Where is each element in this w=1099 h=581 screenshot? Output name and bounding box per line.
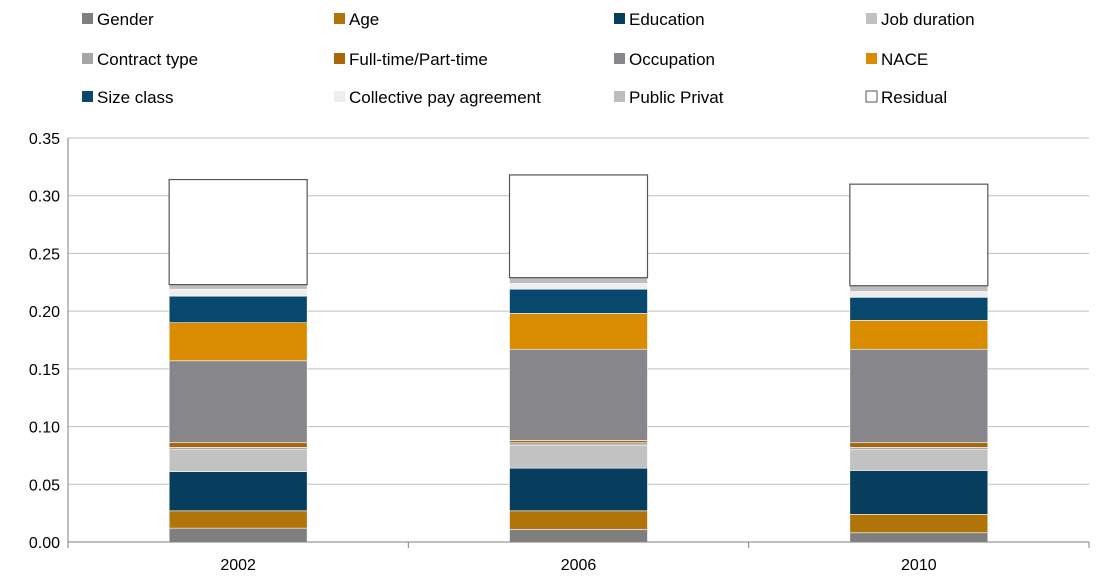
legend-label-gender: Gender	[97, 10, 154, 29]
x-tick-label: 2010	[901, 557, 937, 574]
legend-item-collective-pay-agreement: Collective pay agreement	[334, 88, 541, 107]
legend-item-contract-type: Contract type	[82, 50, 198, 69]
legend-item-residual: Residual	[865, 88, 947, 107]
y-tick-label: 0.10	[29, 420, 60, 437]
bar-segment-nace-2010	[849, 320, 989, 350]
legend-item-education: Education	[614, 10, 705, 29]
bar-segment-size-class-2010	[849, 296, 989, 321]
legend-swatch-job-duration	[866, 13, 877, 24]
x-tick-label: 2006	[561, 557, 597, 574]
bar-stack-2006	[508, 174, 649, 543]
bar-segment-full-time-part-time-2002	[168, 442, 308, 448]
legend-item-size-class: Size class	[82, 88, 174, 107]
legend-item-occupation: Occupation	[614, 50, 715, 69]
legend-label-size-class: Size class	[97, 88, 174, 107]
legend-swatch-size-class	[82, 91, 93, 102]
legend-swatch-occupation	[614, 53, 625, 64]
y-tick-label: 0.15	[29, 362, 60, 379]
legend-swatch-nace	[866, 53, 877, 64]
bar-segment-nace-2002	[168, 322, 308, 362]
legend-label-nace: NACE	[881, 50, 928, 69]
legend-item-nace: NACE	[866, 50, 928, 69]
bar-segment-age-2010	[849, 513, 989, 534]
legend: Gender Age Education Job duration Contract t…	[82, 10, 975, 107]
bar-segment-residual-2006	[508, 174, 649, 279]
bar-segment-public-privat-2002	[168, 284, 308, 290]
legend-swatch-full-time-part-time	[334, 53, 345, 64]
legend-swatch-gender	[82, 13, 93, 24]
y-tick-label: 0.20	[29, 304, 60, 321]
legend-swatch-contract-type	[82, 53, 93, 64]
bar-segment-occupation-2006	[509, 348, 648, 441]
bar-segment-size-class-2002	[168, 295, 308, 323]
legend-label-residual: Residual	[881, 88, 947, 107]
legend-label-occupation: Occupation	[629, 50, 715, 69]
bar-segment-residual-2002	[168, 178, 308, 286]
bar-stack-2002	[168, 178, 308, 543]
legend-swatch-collective-pay-agreement	[334, 91, 345, 102]
y-tick-label: 0.00	[29, 535, 60, 552]
legend-label-contract-type: Contract type	[97, 50, 198, 69]
legend-label-job-duration: Job duration	[881, 10, 975, 29]
bar-segment-gender-2006	[509, 529, 648, 543]
y-tick-label: 0.05	[29, 477, 60, 494]
bar-segment-job-duration-2006	[509, 444, 648, 469]
bar-segment-occupation-2002	[168, 360, 308, 444]
bar-segment-residual-2010	[849, 183, 989, 287]
legend-swatch-age	[334, 13, 345, 24]
bar-segment-gender-2010	[849, 532, 989, 543]
legend-label-public-privat: Public Privat	[629, 88, 724, 107]
x-axis: 2002 2006 2010	[67, 541, 1090, 574]
bar-segment-collective-pay-agreement-2010	[849, 291, 989, 298]
bar-segment-public-privat-2006	[509, 277, 648, 284]
legend-item-age: Age	[334, 10, 379, 29]
legend-swatch-public-privat	[614, 91, 625, 102]
y-axis: 0.00 0.05 0.10 0.15 0.20 0.25 0.30 0.35	[29, 131, 69, 552]
legend-label-collective-pay-agreement: Collective pay agreement	[349, 88, 541, 107]
bar-segment-education-2010	[849, 470, 989, 515]
bar-segment-public-privat-2010	[849, 285, 989, 292]
legend-label-education: Education	[629, 10, 705, 29]
bar-segment-occupation-2010	[849, 348, 989, 444]
bar-segment-collective-pay-agreement-2006	[509, 283, 648, 290]
bar-segment-contract-type-2006	[509, 442, 648, 446]
legend-item-public-privat: Public Privat	[614, 88, 724, 107]
bar-segment-age-2006	[509, 510, 648, 530]
legend-item-job-duration: Job duration	[866, 10, 975, 29]
legend-label-full-time-part-time: Full-time/Part-time	[349, 50, 488, 69]
y-tick-label: 0.35	[29, 131, 60, 148]
bar-segment-gender-2002	[168, 527, 308, 543]
bar-segment-contract-type-2002	[168, 447, 308, 450]
legend-item-gender: Gender	[82, 10, 154, 29]
bar-segment-job-duration-2010	[849, 449, 989, 471]
legend-label-age: Age	[349, 10, 379, 29]
y-tick-label: 0.25	[29, 246, 60, 263]
bar-segment-age-2002	[168, 510, 308, 529]
bar-segment-collective-pay-agreement-2002	[168, 288, 308, 297]
bar-segment-full-time-part-time-2006	[509, 440, 648, 444]
bar-segment-contract-type-2010	[849, 447, 989, 450]
bar-segment-nace-2006	[509, 313, 648, 350]
legend-swatch-education	[614, 13, 625, 24]
bar-segment-full-time-part-time-2010	[849, 442, 989, 448]
bar-segment-education-2002	[168, 471, 308, 512]
legend-item-full-time-part-time: Full-time/Part-time	[334, 50, 488, 69]
x-tick-label: 2002	[220, 557, 256, 574]
bar-stack-2010	[849, 183, 989, 543]
bar-segment-job-duration-2002	[168, 449, 308, 472]
bar-segment-size-class-2006	[509, 288, 648, 314]
legend-swatch-residual	[865, 90, 878, 103]
y-tick-label: 0.30	[29, 189, 60, 206]
bars	[168, 174, 989, 543]
bar-segment-education-2006	[509, 467, 648, 512]
